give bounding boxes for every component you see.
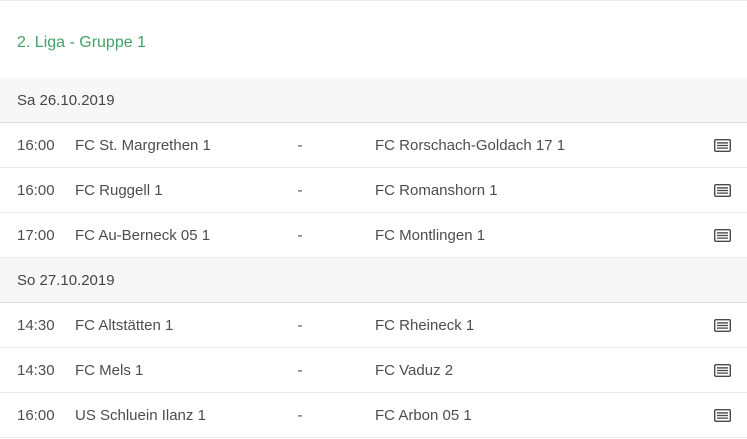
match-report-icon (713, 228, 732, 245)
report-cell (685, 228, 747, 245)
match-row: 14:30 FC Mels 1 - FC Vaduz 2 (0, 348, 747, 393)
kickoff-time: 14:30 (17, 316, 55, 334)
away-team: FC Arbon 05 1 (375, 406, 472, 424)
report-cell (685, 138, 747, 155)
score-separator: - (297, 181, 303, 199)
home-team: FC St. Margrethen 1 (75, 136, 211, 154)
match-report-icon (713, 363, 732, 380)
match-report-icon (713, 183, 732, 200)
date-header: So 27.10.2019 (0, 258, 747, 303)
kickoff-time: 16:00 (17, 406, 55, 424)
match-report-icon (713, 408, 732, 425)
kickoff-time: 14:30 (17, 361, 55, 379)
home-team: FC Mels 1 (75, 361, 144, 379)
match-report-button[interactable] (713, 228, 732, 245)
match-report-button[interactable] (713, 363, 732, 380)
fixture-list: Sa 26.10.2019 16:00 FC St. Margrethen 1 - FC… (0, 78, 747, 438)
score-separator: - (297, 316, 303, 334)
score-separator: - (297, 226, 303, 244)
kickoff-time: 16:00 (17, 181, 55, 199)
match-report-icon (713, 138, 732, 155)
match-report-button[interactable] (713, 183, 732, 200)
report-cell (685, 363, 747, 380)
away-team: FC Rorschach-Goldach 17 1 (375, 136, 566, 154)
match-row: 16:00 FC St. Margrethen 1 - FC Rorschach-Go… (0, 123, 747, 168)
league-title-link[interactable]: 2. Liga - Gruppe 1 (17, 33, 146, 51)
score-separator: - (297, 361, 303, 379)
kickoff-time: 17:00 (17, 226, 55, 244)
away-team: FC Romanshorn 1 (375, 181, 498, 199)
report-cell (685, 183, 747, 200)
kickoff-time: 16:00 (17, 136, 55, 154)
match-row: 16:00 FC Ruggell 1 - FC Romanshorn 1 (0, 168, 747, 213)
panel-header: 2. Liga - Gruppe 1 (0, 1, 747, 78)
match-report-button[interactable] (713, 318, 732, 335)
home-team: US Schluein Ilanz 1 (75, 406, 206, 424)
match-report-button[interactable] (713, 408, 732, 425)
date-header: Sa 26.10.2019 (0, 78, 747, 123)
match-row: 14:30 FC Altstätten 1 - FC Rheineck 1 (0, 303, 747, 348)
away-team: FC Rheineck 1 (375, 316, 475, 334)
away-team: FC Montlingen 1 (375, 226, 486, 244)
report-cell (685, 408, 747, 425)
match-row: 17:00 FC Au-Berneck 05 1 - FC Montlingen 1 (0, 213, 747, 258)
home-team: FC Altstätten 1 (75, 316, 174, 334)
home-team: FC Ruggell 1 (75, 181, 163, 199)
report-cell (685, 318, 747, 335)
match-report-button[interactable] (713, 138, 732, 155)
match-row: 16:00 US Schluein Ilanz 1 - FC Arbon 05 1 (0, 393, 747, 438)
date-label: So 27.10.2019 (17, 271, 115, 289)
home-team: FC Au-Berneck 05 1 (75, 226, 211, 244)
date-label: Sa 26.10.2019 (17, 91, 115, 109)
match-report-icon (713, 318, 732, 335)
score-separator: - (297, 136, 303, 154)
away-team: FC Vaduz 2 (375, 361, 454, 379)
score-separator: - (297, 406, 303, 424)
